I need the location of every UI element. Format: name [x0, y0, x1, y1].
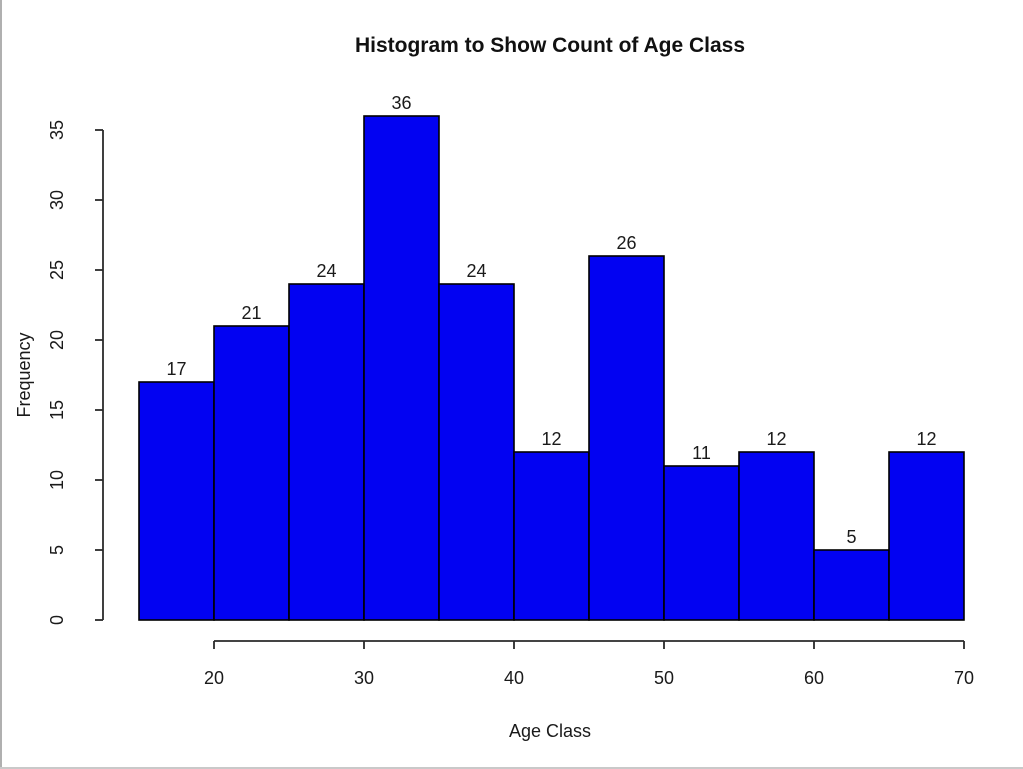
page-left-border: [0, 0, 2, 769]
y-tick-label: 0: [47, 615, 67, 625]
bar-value-label: 21: [241, 303, 261, 323]
x-tick-label: 30: [354, 668, 374, 688]
y-axis-title: Frequency: [14, 332, 34, 417]
y-tick-label: 10: [47, 470, 67, 490]
bar-value-label: 12: [541, 429, 561, 449]
histogram-bar: [213, 325, 290, 621]
histogram-bar: [363, 115, 440, 621]
bar-value-label: 11: [692, 443, 711, 463]
bar-value-label: 36: [391, 93, 411, 113]
histogram-bar: [513, 451, 590, 621]
chart-title: Histogram to Show Count of Age Class: [355, 34, 745, 57]
bar-value-label: 12: [766, 429, 786, 449]
y-tick-label: 25: [47, 260, 67, 280]
y-tick-label: 35: [47, 120, 67, 140]
bar-value-label: 24: [316, 261, 336, 281]
histogram-bar: [663, 465, 740, 621]
y-tick-label: 30: [47, 190, 67, 210]
bar-value-label: 17: [166, 359, 186, 379]
histogram-bar: [288, 283, 365, 621]
histogram-bar: [738, 451, 815, 621]
bar-value-label: 5: [846, 527, 856, 547]
y-tick-label: 5: [47, 545, 67, 555]
x-tick-label: 20: [204, 668, 224, 688]
x-tick-label: 50: [654, 668, 674, 688]
histogram-bar: [813, 549, 890, 621]
y-tick-label: 20: [47, 330, 67, 350]
x-axis-title: Age Class: [509, 721, 591, 741]
histogram-bar: [588, 255, 665, 621]
histogram-bar: [438, 283, 515, 621]
x-tick-label: 40: [504, 668, 524, 688]
bar-value-label: 24: [466, 261, 486, 281]
y-tick-label: 15: [47, 400, 67, 420]
bar-value-label: 12: [916, 429, 936, 449]
page-bottom-border: [0, 767, 1023, 769]
histogram-bar: [888, 451, 965, 621]
bar-value-label: 26: [616, 233, 636, 253]
histogram-bar: [138, 381, 215, 621]
x-tick-label: 70: [954, 668, 974, 688]
x-tick-label: 60: [804, 668, 824, 688]
